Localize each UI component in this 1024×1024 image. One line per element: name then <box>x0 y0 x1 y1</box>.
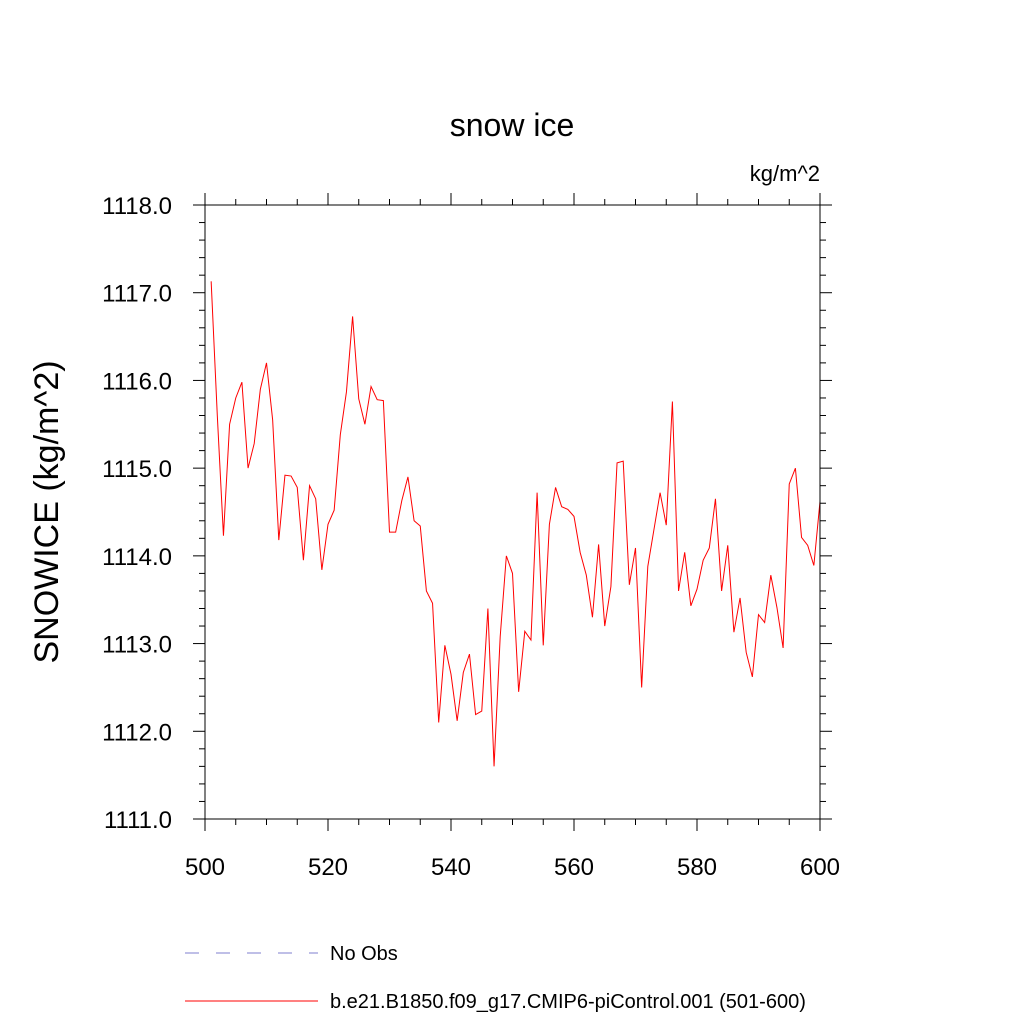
x-tick-label: 500 <box>185 854 225 881</box>
series-line-0 <box>210 281 820 767</box>
y-tick-label: 1118.0 <box>102 193 172 220</box>
y-tick-label: 1116.0 <box>102 368 172 395</box>
axis-ticks <box>193 193 832 831</box>
chart-title: snow ice <box>450 107 575 143</box>
y-tick-label: 1117.0 <box>102 281 172 308</box>
y-tick-label: 1113.0 <box>102 632 172 659</box>
y-tick-label: 1114.0 <box>102 544 172 571</box>
y-tick-label: 1111.0 <box>104 807 172 834</box>
legend: No Obs b.e21.B1850.f09_g17.CMIP6-piContr… <box>185 943 806 1013</box>
x-tick-label: 560 <box>554 854 594 881</box>
y-tick-label: 1112.0 <box>102 719 172 746</box>
x-tick-label: 540 <box>431 854 471 881</box>
x-tick-label: 600 <box>800 854 840 881</box>
plot-frame <box>204 204 821 820</box>
legend-label-model: b.e21.B1850.f09_g17.CMIP6-piControl.001 … <box>330 991 806 1013</box>
y-axis-title: SNOWICE (kg/m^2) <box>28 360 66 663</box>
y-tick-label: 1115.0 <box>102 456 172 483</box>
x-tick-label: 520 <box>308 854 348 881</box>
y-axis-tick-labels: 1111.0 1112.0 1113.0 1114.0 1115.0 1116.0 1117… <box>102 193 172 834</box>
legend-label-no-obs: No Obs <box>330 943 398 965</box>
units-label: kg/m^2 <box>750 161 820 186</box>
series-layer <box>210 281 820 767</box>
x-tick-label: 580 <box>677 854 717 881</box>
x-axis-tick-labels: 500 520 540 560 580 600 <box>185 854 840 881</box>
